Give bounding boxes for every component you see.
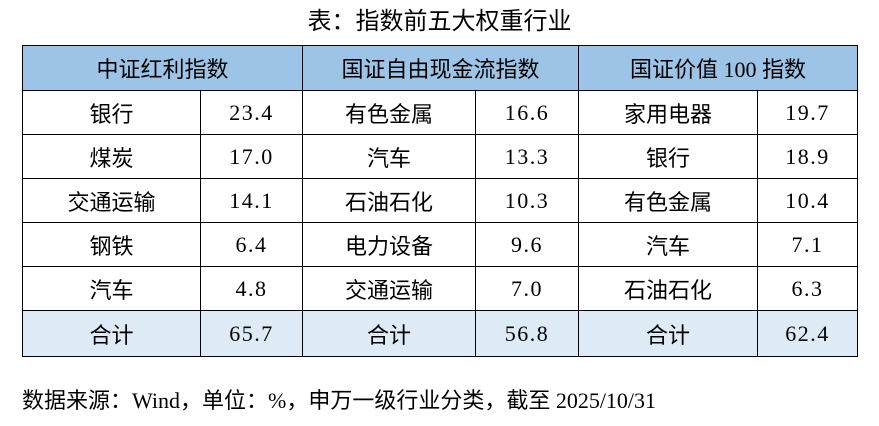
total-label-cell: 合计 xyxy=(302,310,477,357)
table-header-row: 中证红利指数 国证自由现金流指数 国证价值 100 指数 xyxy=(21,45,859,91)
industry-cell: 钢铁 xyxy=(22,222,201,267)
weight-cell: 13.3 xyxy=(475,134,580,179)
table-row: 煤炭 17.0 汽车 13.3 银行 18.9 xyxy=(22,134,859,179)
total-label-cell: 合计 xyxy=(22,310,201,357)
table-row: 银行 23.4 有色金属 16.6 家用电器 19.7 xyxy=(22,90,859,135)
industry-cell: 煤炭 xyxy=(22,134,201,179)
weight-cell: 9.6 xyxy=(475,222,580,267)
table-row: 钢铁 6.4 电力设备 9.6 汽车 7.1 xyxy=(22,222,859,267)
table-title: 表：指数前五大权重行业 xyxy=(307,9,572,35)
industry-cell: 汽车 xyxy=(302,134,477,179)
industry-cell: 石油石化 xyxy=(302,178,477,223)
weight-cell: 16.6 xyxy=(475,90,580,135)
total-row: 合计 65.7 合计 56.8 合计 62.4 xyxy=(22,310,859,357)
group-header-cni-value-100: 国证价值 100 指数 xyxy=(578,45,859,91)
industry-cell: 有色金属 xyxy=(578,178,759,223)
total-label-cell: 合计 xyxy=(578,310,759,357)
total-value-cell: 65.7 xyxy=(199,310,304,357)
table-row: 汽车 4.8 交通运输 7.0 石油石化 6.3 xyxy=(22,266,859,311)
industry-cell: 银行 xyxy=(578,134,759,179)
industry-cell: 汽车 xyxy=(578,222,759,267)
source-note: 数据来源：Wind，单位：%，申万一级行业分类，截至 2025/10/31 xyxy=(22,388,657,413)
industry-cell: 交通运输 xyxy=(22,178,201,223)
industry-cell: 家用电器 xyxy=(578,90,759,135)
industry-cell: 汽车 xyxy=(22,266,201,311)
weight-cell: 7.0 xyxy=(475,266,580,311)
weight-cell: 10.4 xyxy=(757,178,859,223)
weight-cell: 10.3 xyxy=(475,178,580,223)
industry-cell: 银行 xyxy=(22,90,201,135)
group-header-cni-free-cash-flow: 国证自由现金流指数 xyxy=(302,45,580,91)
weight-cell: 17.0 xyxy=(199,134,304,179)
industry-cell: 交通运输 xyxy=(302,266,477,311)
total-value-cell: 62.4 xyxy=(757,310,859,357)
weight-cell: 6.4 xyxy=(199,222,304,267)
industry-cell: 电力设备 xyxy=(302,222,477,267)
group-header-csi-dividend: 中证红利指数 xyxy=(21,45,304,91)
industry-cell: 石油石化 xyxy=(578,266,759,311)
weight-cell: 23.4 xyxy=(199,90,304,135)
index-weights-table: 中证红利指数 国证自由现金流指数 国证价值 100 指数 银行 23.4 有色金… xyxy=(21,45,859,357)
weight-cell: 6.3 xyxy=(757,266,859,311)
weight-cell: 19.7 xyxy=(757,90,859,135)
weight-cell: 14.1 xyxy=(199,178,304,223)
weight-cell: 18.9 xyxy=(757,134,859,179)
table-row: 交通运输 14.1 石油石化 10.3 有色金属 10.4 xyxy=(22,178,859,223)
weight-cell: 7.1 xyxy=(757,222,859,267)
industry-cell: 有色金属 xyxy=(302,90,477,135)
weight-cell: 4.8 xyxy=(199,266,304,311)
total-value-cell: 56.8 xyxy=(475,310,580,357)
